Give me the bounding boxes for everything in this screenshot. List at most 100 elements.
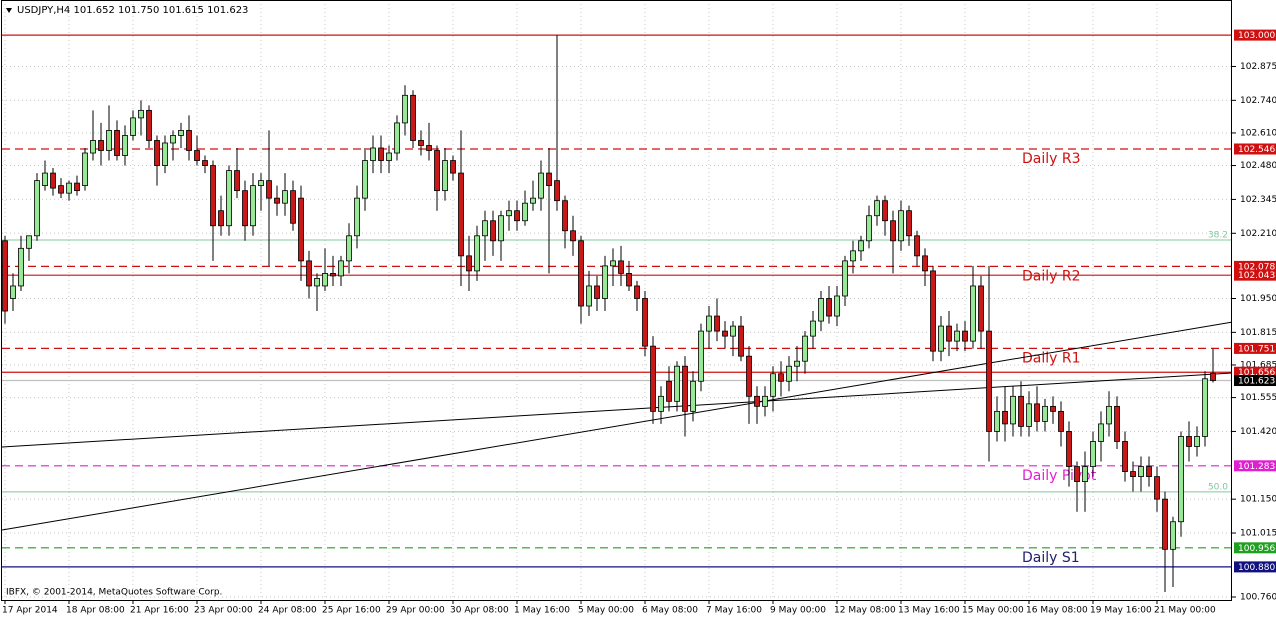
- candle-body: [778, 373, 784, 382]
- fib-label: 38.2: [1208, 231, 1228, 241]
- candle-body: [98, 140, 104, 151]
- level-name: Daily R1: [1022, 350, 1081, 366]
- price-box-label: 102.043: [1238, 271, 1275, 281]
- candle-body: [842, 260, 848, 297]
- candle-body: [226, 170, 232, 227]
- candle-body: [130, 117, 136, 136]
- candle-body: [890, 220, 896, 242]
- candle-body: [810, 320, 816, 337]
- candle-body: [626, 273, 632, 287]
- candle-body: [298, 197, 304, 262]
- candle-body: [330, 273, 336, 277]
- candle-body: [410, 94, 416, 141]
- price-box-label: 101.623: [1238, 377, 1275, 387]
- candle-body: [1162, 498, 1168, 550]
- candle-body: [1098, 423, 1104, 442]
- candle-body: [186, 130, 192, 151]
- candle-body: [362, 160, 368, 199]
- candle-body: [674, 365, 680, 402]
- candle-body: [642, 298, 648, 347]
- candle-body: [442, 160, 448, 192]
- candle-body: [1018, 395, 1024, 427]
- candle-body: [1082, 466, 1088, 483]
- level-name: Daily R3: [1022, 151, 1081, 167]
- candle-body: [730, 325, 736, 337]
- x-tick-label: 21 Apr 16:00: [130, 606, 189, 616]
- candle-body: [522, 202, 528, 222]
- candle-body: [290, 190, 296, 224]
- candle-body: [42, 172, 48, 187]
- price-box-label: 102.546: [1238, 145, 1275, 155]
- candle-body: [1210, 372, 1216, 381]
- candle-body: [554, 180, 560, 202]
- price-box: [1234, 375, 1276, 387]
- candle-body: [194, 150, 200, 161]
- candle-body: [2, 240, 8, 312]
- chart-header: USDJPY,H4 101.652 101.750 101.615 101.62…: [17, 5, 248, 16]
- candle-body: [138, 109, 144, 119]
- candle-body: [34, 180, 40, 237]
- candle-body: [266, 180, 272, 199]
- candle-body: [938, 325, 944, 352]
- candle-body: [834, 295, 840, 317]
- candle-body: [874, 200, 880, 217]
- candle-body: [906, 210, 912, 237]
- candle-body: [1122, 441, 1128, 472]
- candle-body: [690, 380, 696, 412]
- trendline: [1, 372, 1233, 448]
- candle-body: [1138, 466, 1144, 477]
- candle-body: [338, 260, 344, 277]
- candle-body: [762, 395, 768, 407]
- price-box: [1234, 143, 1276, 155]
- candle-body: [794, 360, 800, 367]
- candle-body: [722, 330, 728, 337]
- candle-body: [746, 355, 752, 397]
- copyright: IBFX, © 2001-2014, MetaQuotes Software C…: [6, 588, 222, 598]
- candle-body: [490, 220, 496, 242]
- candle-body: [1154, 476, 1160, 500]
- candle-body: [666, 380, 672, 402]
- price-box: [1234, 269, 1276, 281]
- candle-body: [802, 335, 808, 362]
- candle-body: [946, 325, 952, 342]
- candle-body: [1194, 436, 1200, 447]
- x-tick-label: 21 May 00:00: [1154, 606, 1216, 616]
- y-tick-label: 101.150: [1240, 495, 1276, 505]
- candle-body: [618, 260, 624, 274]
- x-tick-label: 25 Apr 16:00: [322, 606, 381, 616]
- candle-body: [1114, 405, 1120, 442]
- candle-body: [162, 142, 168, 166]
- candle-body: [658, 395, 664, 412]
- candle-body: [858, 240, 864, 252]
- candle-body: [994, 410, 1000, 432]
- candle-body: [26, 235, 32, 249]
- candle-body: [882, 200, 888, 222]
- candle-body: [498, 215, 504, 242]
- candle-body: [954, 330, 960, 342]
- y-tick-label: 101.555: [1240, 393, 1276, 403]
- candle-body: [634, 285, 640, 299]
- price-box: [1234, 542, 1276, 554]
- candle-body: [274, 197, 280, 204]
- price-box-label: 100.956: [1238, 544, 1275, 554]
- candle-body: [514, 210, 520, 222]
- candle-body: [714, 315, 720, 332]
- y-tick-label: 100.760: [1240, 592, 1276, 602]
- candle-body: [578, 240, 584, 307]
- y-tick-label: 102.210: [1240, 229, 1276, 239]
- candle-body: [234, 170, 240, 192]
- candle-body: [74, 182, 80, 192]
- x-tick-label: 30 Apr 08:00: [450, 606, 509, 616]
- price-box-label: 101.751: [1238, 344, 1275, 354]
- x-tick-label: 1 May 16:00: [514, 606, 570, 616]
- price-box-label: 101.656: [1238, 368, 1275, 378]
- y-tick-label: 101.420: [1240, 427, 1276, 437]
- candle-body: [170, 135, 176, 144]
- candle-body: [354, 197, 360, 237]
- candle-body: [202, 160, 208, 166]
- candle-body: [10, 285, 16, 299]
- candle-body: [850, 250, 856, 262]
- y-tick-label: 102.480: [1240, 161, 1276, 171]
